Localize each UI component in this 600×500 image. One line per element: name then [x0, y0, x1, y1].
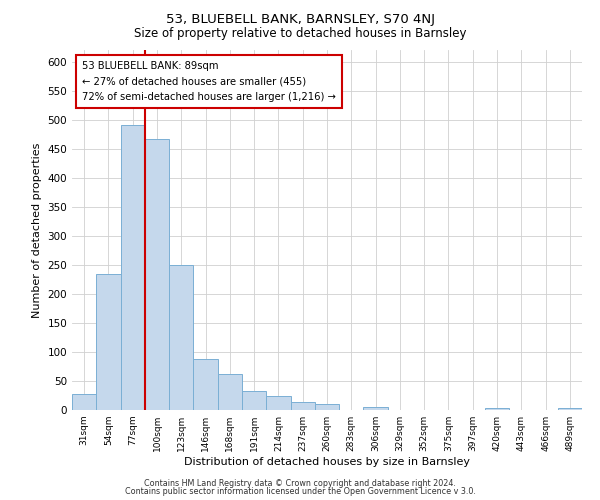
Bar [315, 404, 339, 410]
Bar [169, 266, 193, 410]
Y-axis label: Number of detached properties: Number of detached properties [32, 142, 42, 318]
Bar [218, 374, 242, 410]
Bar [290, 402, 315, 410]
X-axis label: Distribution of detached houses by size in Barnsley: Distribution of detached houses by size … [184, 457, 470, 467]
Bar [242, 391, 266, 410]
Bar [72, 394, 96, 410]
Bar [364, 407, 388, 410]
Bar [145, 139, 169, 410]
Text: 53 BLUEBELL BANK: 89sqm
← 27% of detached houses are smaller (455)
72% of semi-d: 53 BLUEBELL BANK: 89sqm ← 27% of detache… [82, 61, 336, 102]
Bar [485, 408, 509, 410]
Bar [266, 396, 290, 410]
Text: Contains public sector information licensed under the Open Government Licence v : Contains public sector information licen… [125, 487, 475, 496]
Bar [96, 274, 121, 410]
Bar [558, 408, 582, 410]
Bar [121, 126, 145, 410]
Text: 53, BLUEBELL BANK, BARNSLEY, S70 4NJ: 53, BLUEBELL BANK, BARNSLEY, S70 4NJ [166, 12, 434, 26]
Text: Contains HM Land Registry data © Crown copyright and database right 2024.: Contains HM Land Registry data © Crown c… [144, 478, 456, 488]
Bar [193, 359, 218, 410]
Text: Size of property relative to detached houses in Barnsley: Size of property relative to detached ho… [134, 28, 466, 40]
